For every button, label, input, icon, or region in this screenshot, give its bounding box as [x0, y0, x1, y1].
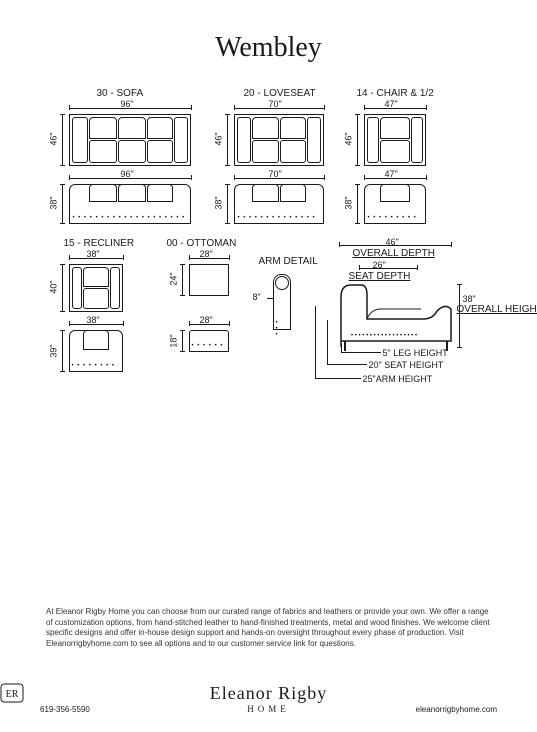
brand-monogram-icon: ER: [0, 683, 24, 703]
chair-code: 14 - CHAIR & 1/2: [357, 88, 434, 99]
sofa-width: 96": [121, 99, 134, 109]
overall-height-val: 38": [463, 294, 476, 304]
recliner-width2: 38": [87, 315, 100, 325]
ottoman-topview: [189, 264, 229, 296]
sofa-height-side: 38": [48, 196, 58, 209]
ottoman-width: 28": [200, 249, 213, 259]
arm-height: 25"ARM HEIGHT: [363, 374, 433, 384]
page-title: Wembley: [0, 32, 537, 64]
loveseat-width2: 70": [269, 169, 282, 179]
sofa-height-front: 46": [48, 132, 58, 145]
brand-name: Eleanor Rigby: [0, 683, 537, 704]
chair-height-front: 46": [343, 132, 353, 145]
ottoman-height-top: 24": [168, 272, 178, 285]
arm-detail-label: ARM DETAIL: [259, 256, 318, 267]
recliner-width: 38": [87, 249, 100, 259]
sofa-code: 30 - SOFA: [97, 88, 144, 99]
monogram-text: ER: [6, 689, 19, 700]
overall-depth-label: OVERALL DEPTH: [353, 248, 435, 259]
loveseat-width: 70": [269, 99, 282, 109]
loveseat-height-side: 38": [213, 196, 223, 209]
chair-height-side: 38": [343, 196, 353, 209]
recliner-code: 15 - RECLINER: [64, 238, 135, 249]
seat-height: 20" SEAT HEIGHT: [369, 360, 444, 370]
arm-width: 8": [253, 292, 261, 302]
recliner-height-top: 40": [48, 280, 58, 293]
ottoman-width2: 28": [200, 315, 213, 325]
website-url: eleanorrigbyhome.com: [416, 705, 497, 714]
chair-width2: 47": [385, 169, 398, 179]
loveseat-code: 20 - LOVESEAT: [244, 88, 316, 99]
ottoman-code: 00 - OTTOMAN: [167, 238, 237, 249]
ottoman-height-side: 18": [168, 334, 178, 347]
leg-height: 5" LEG HEIGHT: [383, 348, 448, 358]
overall-height-label: OVERALL HEIGHT: [457, 304, 513, 315]
loveseat-height-front: 46": [213, 132, 223, 145]
profile-side-icon: • • • • • • • • • • • • • • • • • •: [337, 281, 457, 353]
svg-text:• • • • • • • • • • • • • • •: • • • • • • • • • • • • • • • • • •: [351, 333, 417, 339]
recliner-height-front: 39": [48, 344, 58, 357]
phone-number: 619-356-5590: [40, 705, 90, 714]
sofa-width2: 96": [121, 169, 134, 179]
footer-description: At Eleanor Rigby Home you can choose fro…: [46, 607, 491, 650]
chair-width: 47": [385, 99, 398, 109]
